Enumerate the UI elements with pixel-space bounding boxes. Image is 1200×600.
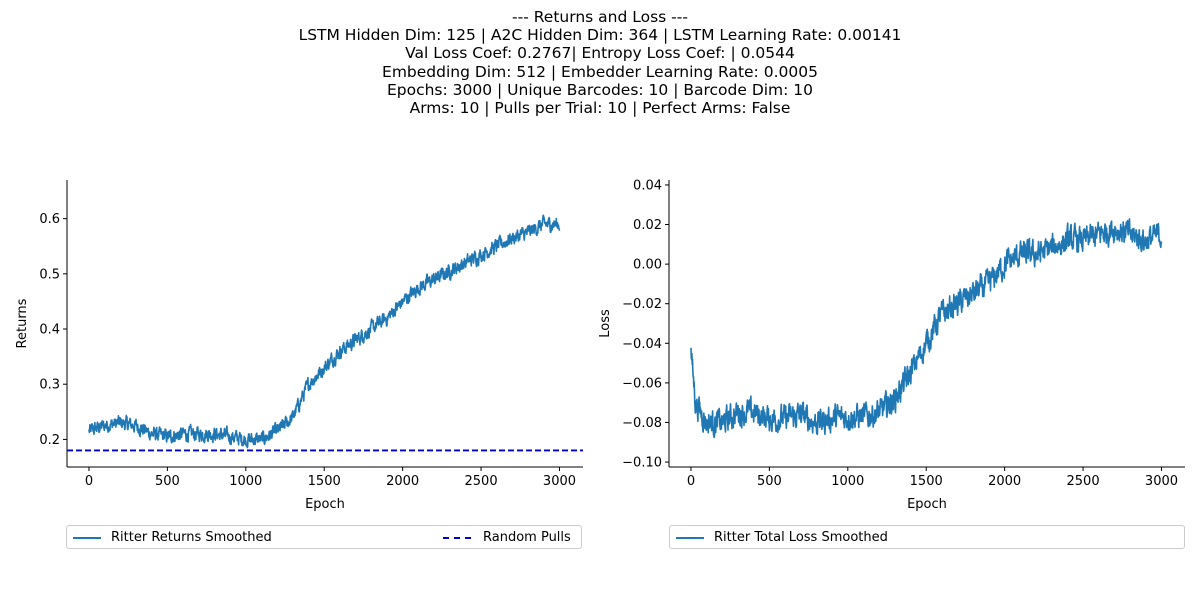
loss-x-tick-label: 500 xyxy=(757,474,782,489)
loss-x-tick-label: 1000 xyxy=(831,474,864,489)
returns-x-tick-label: 2500 xyxy=(465,474,498,489)
returns-y-tick-label: 0.6 xyxy=(39,212,60,227)
returns-x-axis-label: Epoch xyxy=(305,497,345,512)
loss-y-tick-label: 0.04 xyxy=(633,178,662,193)
loss-y-tick-label: −0.02 xyxy=(622,297,662,312)
loss-legend: Ritter Total Loss Smoothed xyxy=(669,525,1185,549)
returns-y-tick-label: 0.3 xyxy=(39,378,60,393)
returns-x-tick-label: 1000 xyxy=(229,474,262,489)
legend-label: Ritter Returns Smoothed xyxy=(111,530,272,545)
loss-y-tick-label: −0.04 xyxy=(622,337,662,352)
loss-x-axis-label: Epoch xyxy=(907,497,947,512)
loss-y-axis-label: Loss xyxy=(598,309,613,338)
returns-chart: 0 500 1000 1500 2000 2500 3000 0.2 0.3 0.4 0.5 0.6 E… xyxy=(15,180,583,512)
loss-x-tick-label: 1500 xyxy=(910,474,943,489)
returns-x-tick-label: 0 xyxy=(85,474,93,489)
legend-entry-loss: Ritter Total Loss Smoothed xyxy=(676,529,916,547)
suptitle-line: Val Loss Coef: 0.2767| Entropy Loss Coef… xyxy=(405,44,795,63)
legend-entry-returns: Ritter Returns Smoothed xyxy=(73,529,313,547)
returns-y-axis-label: Returns xyxy=(15,298,30,348)
loss-series-line xyxy=(690,218,1163,439)
suptitle-line: Arms: 10 | Pulls per Trial: 10 | Perfect… xyxy=(409,99,791,118)
suptitle-line: Epochs: 3000 | Unique Barcodes: 10 | Bar… xyxy=(386,80,814,99)
loss-y-tick-label: −0.08 xyxy=(622,416,662,431)
returns-x-tick-label: 500 xyxy=(155,474,180,489)
returns-y-tick-label: 0.2 xyxy=(39,433,60,448)
legend-swatch-dashed xyxy=(443,537,471,539)
loss-chart: 0 500 1000 1500 2000 2500 3000 −0.10 −0.08 −0.06 −… xyxy=(598,178,1185,512)
loss-y-tick-label: 0.02 xyxy=(633,218,662,233)
suptitle-line: Embedding Dim: 512 | Embedder Learning R… xyxy=(382,62,818,81)
legend-swatch-solid xyxy=(676,537,704,539)
returns-x-tick-label: 1500 xyxy=(308,474,341,489)
loss-x-tick-label: 2500 xyxy=(1067,474,1100,489)
loss-x-tick-label: 3000 xyxy=(1145,474,1178,489)
legend-label: Ritter Total Loss Smoothed xyxy=(714,530,888,545)
returns-x-tick-label: 2000 xyxy=(386,474,419,489)
returns-y-tick-label: 0.5 xyxy=(39,267,60,282)
returns-x-tick-label: 3000 xyxy=(543,474,576,489)
returns-y-tick-label: 0.4 xyxy=(39,323,60,338)
legend-entry-random: Random Pulls xyxy=(443,529,573,547)
loss-x-tick-label: 0 xyxy=(687,474,695,489)
suptitle-line: LSTM Hidden Dim: 125 | A2C Hidden Dim: 3… xyxy=(298,26,902,45)
suptitle-line: --- Returns and Loss --- xyxy=(512,8,688,26)
loss-x-tick-label: 2000 xyxy=(988,474,1021,489)
returns-legend: Ritter Returns Smoothed Random Pulls xyxy=(66,525,582,549)
loss-y-tick-label: −0.06 xyxy=(622,376,662,391)
returns-series-line xyxy=(88,214,561,449)
legend-label: Random Pulls xyxy=(483,530,571,545)
loss-y-tick-label: 0.00 xyxy=(633,258,662,273)
legend-swatch-solid xyxy=(73,537,101,539)
loss-y-tick-label: −0.10 xyxy=(622,456,662,471)
figure-suptitle: --- Returns and Loss --- LSTM Hidden Dim… xyxy=(0,8,1200,117)
